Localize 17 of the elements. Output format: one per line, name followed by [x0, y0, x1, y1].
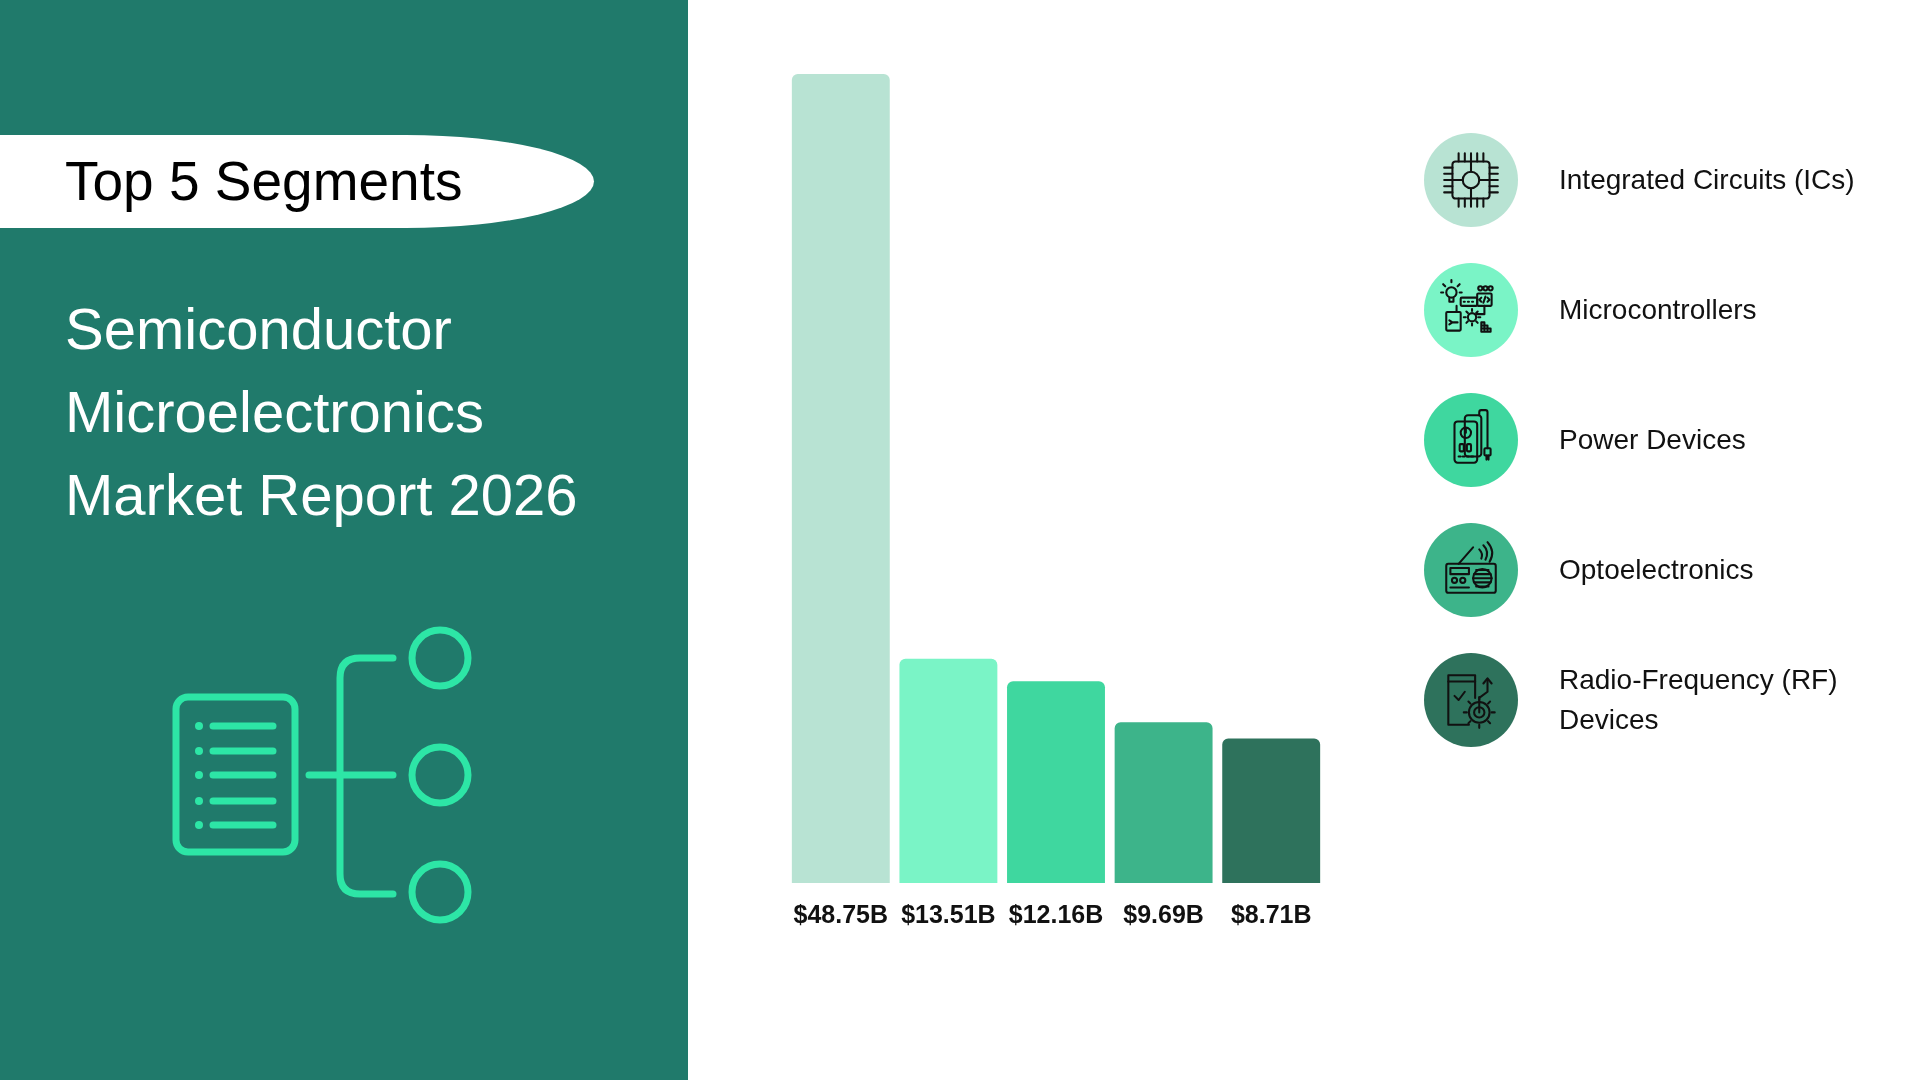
- data-label: $8.71B: [1230, 899, 1312, 928]
- text: Semiconductor Microelectronics Market Report 2026: [65, 295, 579, 529]
- bar: [1114, 722, 1213, 883]
- text: Radio-Frequency (RF) Devices: [1559, 663, 1839, 737]
- bar: [899, 658, 998, 883]
- data-label: $12.16B: [1008, 899, 1104, 928]
- data-label: $9.69B: [1123, 899, 1204, 928]
- bar: [791, 74, 890, 883]
- data-label: $13.51B: [901, 899, 996, 928]
- data-label: $48.75B: [793, 899, 889, 928]
- text: Power Devices: [1559, 423, 1746, 457]
- bar: [1007, 681, 1105, 883]
- text: Optoelectronics: [1559, 553, 1754, 587]
- text: Microcontrollers: [1559, 293, 1757, 327]
- bar: [1222, 738, 1321, 883]
- text: Top 5 Segments: [65, 150, 463, 212]
- text: Integrated Circuits (ICs): [1559, 163, 1855, 197]
